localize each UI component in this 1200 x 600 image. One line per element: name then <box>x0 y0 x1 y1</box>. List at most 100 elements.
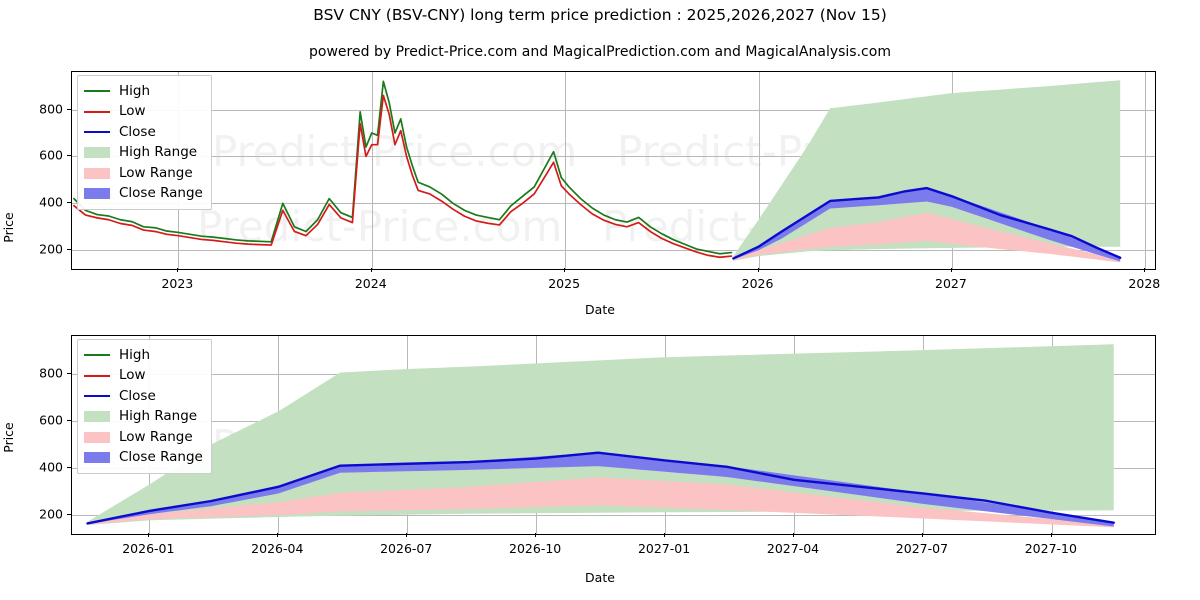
legend-item-label: High <box>119 82 151 99</box>
legend-key-swatch <box>84 147 110 159</box>
x-axis-tick <box>148 533 149 537</box>
legend-key-swatch <box>84 90 110 93</box>
legend-key-swatch <box>84 110 110 113</box>
legend-item-label: Close <box>119 387 156 404</box>
legend-item[interactable]: High <box>84 81 203 102</box>
legend-item[interactable]: High Range <box>84 143 203 164</box>
legend-patch-icon <box>84 146 110 160</box>
x-axis-tick-label: 2027-10 <box>1024 541 1077 556</box>
legend-key-swatch <box>84 131 110 134</box>
bottom-chart-panel: Price Predict-Price.comPredict-Price.com… <box>0 325 1200 595</box>
band-high-range <box>733 80 1121 261</box>
legend-patch-icon <box>84 430 110 444</box>
y-axis-tick-label: 800 <box>39 101 63 117</box>
x-axis-tick <box>1144 268 1145 272</box>
legend-item[interactable]: Close Range <box>84 184 203 205</box>
y-axis-tick <box>67 373 71 374</box>
x-axis-tick-label: 2027-07 <box>895 541 949 556</box>
band-low-range <box>733 212 1121 263</box>
y-axis-tick-label: 600 <box>39 412 63 428</box>
x-axis-tick-label: 2027-04 <box>766 541 820 556</box>
gridline-horizontal <box>72 110 1155 111</box>
y-axis-tick <box>67 249 71 250</box>
band-close-range <box>87 452 1114 527</box>
x-axis-tick-label: 2025 <box>548 276 581 291</box>
legend-key-swatch <box>84 374 110 377</box>
y-axis-tick-label: 200 <box>39 506 63 522</box>
band-low-range <box>87 477 1114 528</box>
legend-line-icon <box>84 125 110 139</box>
band-close-range <box>733 187 1121 262</box>
x-axis-tick-label: 2023 <box>161 276 194 291</box>
chart-data-layer <box>73 80 1122 263</box>
series-close-forecast <box>732 186 1122 260</box>
legend-line-icon <box>84 389 110 403</box>
legend-item[interactable]: High <box>84 345 203 366</box>
top-chart-plot-area: Predict-Price.com Predict-Price.com Predic… <box>71 71 1156 270</box>
y-axis-tick-label: 200 <box>39 241 63 257</box>
y-axis-tick <box>67 467 71 468</box>
legend-key-swatch <box>84 354 110 357</box>
gridline-vertical <box>759 72 760 269</box>
series-close <box>86 451 1115 525</box>
y-axis-tick-label: 800 <box>39 365 63 381</box>
x-axis-tick <box>758 268 759 272</box>
legend-item-label: Low <box>119 367 146 383</box>
y-axis-tick-label: 400 <box>39 459 63 475</box>
series-high <box>73 80 733 255</box>
legend-item[interactable]: Close Range <box>84 448 203 469</box>
gridline-vertical <box>565 72 566 269</box>
top-chart-panel: Price Predict-Price.com Predict-Price.com… <box>0 60 1200 320</box>
legend-item[interactable]: Close <box>84 122 203 143</box>
legend-item[interactable]: Close <box>84 386 203 407</box>
legend-item[interactable]: Low <box>84 102 203 123</box>
legend-key-swatch <box>84 411 110 423</box>
legend-item-label: Low Range <box>119 428 193 445</box>
page-title: BSV CNY (BSV-CNY) long term price predic… <box>313 6 887 24</box>
legend-item[interactable]: High Range <box>84 407 203 428</box>
x-axis-tick-label: 2024 <box>354 276 387 291</box>
series-low <box>73 94 733 259</box>
legend-item-label: High Range <box>119 408 198 424</box>
legend-key-swatch <box>84 188 110 200</box>
page-subtitle: powered by Predict-Price.com and Magical… <box>309 44 891 60</box>
chart-legend[interactable]: High Low Close High Range Low Range Close Ran… <box>77 75 212 210</box>
bottom-chart-y-axis-label: Price <box>0 422 16 453</box>
legend-item[interactable]: Low Range <box>84 163 203 184</box>
x-axis-tick-label: 2026-10 <box>509 541 562 556</box>
legend-key-swatch <box>84 452 110 464</box>
legend-item-label: High Range <box>119 144 198 160</box>
legend-patch-icon <box>84 451 110 465</box>
legend-item-label: Low <box>119 103 146 119</box>
chart-data-layer <box>86 344 1115 528</box>
y-axis-tick <box>67 109 71 110</box>
x-axis-tick <box>177 268 178 272</box>
y-axis-tick <box>67 420 71 421</box>
legend-key-swatch <box>84 395 110 398</box>
x-axis-tick <box>535 533 536 537</box>
chart-legend[interactable]: High Low Close High Range Low Range Close Ran… <box>77 339 212 474</box>
legend-item-label: Close Range <box>119 449 203 465</box>
y-axis-tick-label: 400 <box>39 194 63 210</box>
x-axis-tick <box>277 533 278 537</box>
legend-line-icon <box>84 348 110 362</box>
gridline-horizontal <box>72 250 1155 251</box>
x-axis-tick-label: 2027-01 <box>637 541 691 556</box>
legend-item[interactable]: Low Range <box>84 427 203 448</box>
x-axis-tick <box>793 533 794 537</box>
legend-patch-icon <box>84 187 110 201</box>
gridline-vertical <box>1145 72 1146 269</box>
gridline-horizontal <box>72 203 1155 204</box>
x-axis-tick-label: 2027 <box>935 276 967 291</box>
x-axis-tick-label: 2026 <box>741 276 774 291</box>
gridline-vertical <box>372 72 373 269</box>
legend-item[interactable]: Low <box>84 366 203 387</box>
legend-key-swatch <box>84 431 110 443</box>
legend-key-swatch <box>84 167 110 179</box>
x-axis-tick-label: 2026-01 <box>122 541 175 556</box>
y-axis-tick-label: 600 <box>39 147 63 163</box>
legend-item-label: Low Range <box>119 164 193 181</box>
legend-item-label: Close <box>119 123 156 140</box>
x-axis-tick <box>951 268 952 272</box>
